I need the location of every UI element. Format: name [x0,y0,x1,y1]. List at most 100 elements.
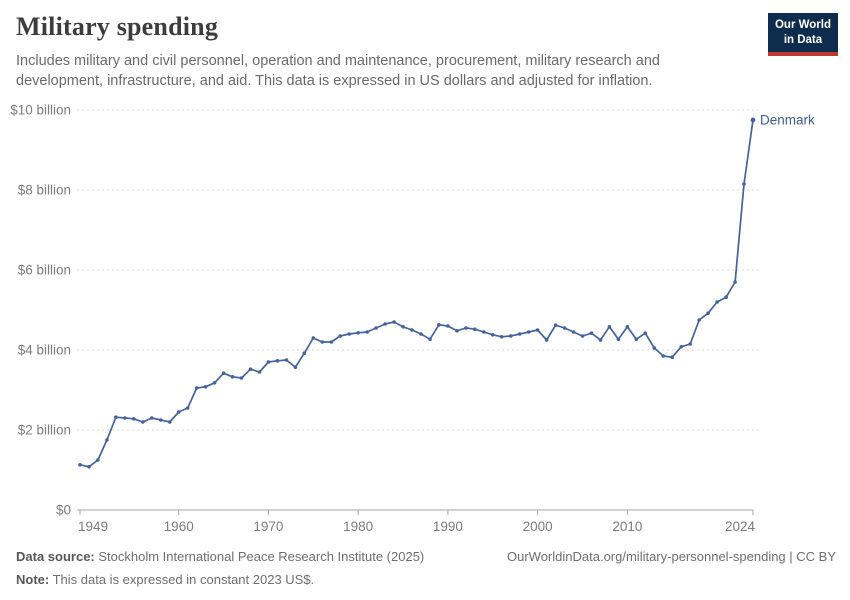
data-point [455,329,459,333]
data-point [508,334,513,338]
data-point [580,334,585,338]
citation-text: OurWorldinData.org/military-personnel-sp… [507,549,836,564]
data-point [123,416,127,420]
data-point [670,355,674,360]
data-point [401,325,405,329]
owid-logo-line1: Our World [774,19,831,31]
data-point [230,375,235,379]
data-point [724,295,728,300]
y-axis-label: $0 [56,503,71,518]
x-axis-label: 1970 [253,519,283,534]
x-axis-label: 1949 [78,519,108,534]
data-point [176,410,181,414]
data-point [419,332,423,336]
data-point [437,323,441,327]
x-axis-label: 2010 [612,519,642,534]
note-text: This data is expressed in constant 2023 … [49,571,315,587]
data-point [482,330,486,334]
data-point [239,376,244,380]
data-point [598,338,603,342]
x-axis-label: 2000 [523,519,553,534]
data-point [634,337,639,342]
owid-logo-line2: in Data [783,33,823,46]
data-point [446,324,450,328]
x-axis-label: 1980 [343,519,373,534]
data-point [383,322,387,326]
chart-footer: Data source: Stockholm International Pea… [16,548,836,588]
data-point [535,328,540,332]
data-point [706,311,710,316]
data-point [159,418,163,422]
x-axis-label: 1960 [164,519,194,534]
data-point [544,338,549,342]
data-point [266,360,271,364]
data-point [194,386,199,390]
y-axis-label: $6 billion [18,263,71,278]
data-point [715,300,719,304]
y-axis-label: $4 billion [18,343,71,358]
data-point [553,323,558,328]
data-point [688,342,692,346]
data-point [248,367,253,372]
page-title: Military spending [16,12,219,41]
data-point [473,327,477,332]
data-point [679,345,683,349]
data-point [410,328,414,332]
data-point [491,333,495,337]
data-point [96,458,100,462]
data-point [132,417,136,421]
data-point [589,331,594,336]
data-point [742,182,746,186]
data-point [392,320,396,324]
data-point [616,337,621,342]
data-point [571,330,576,334]
data-point [464,326,468,330]
data-point [293,365,298,370]
entity-label: Denmark [760,113,815,128]
data-point [185,406,190,410]
data-point [526,330,531,334]
data-line [79,119,754,468]
note-label: Note: [16,571,50,587]
data-point [338,334,343,338]
data-point [302,351,307,356]
data-point [643,331,648,336]
data-point [105,438,109,442]
data-point [697,318,701,322]
data-point [625,325,630,329]
page-subtitle: Includes military and civil personnel, o… [16,53,660,89]
data-point [284,358,289,362]
data-point [499,335,504,339]
data-point [365,330,369,334]
data-point [750,117,756,123]
data-point [275,359,280,363]
x-axis-label: 2024 [725,519,756,534]
data-point [141,420,145,424]
data-point [347,332,352,336]
data-point [428,337,432,342]
data-source-text: Stockholm International Peace Research I… [94,549,425,564]
data-source: Data source: Stockholm International Pea… [16,548,424,566]
data-point [78,463,82,467]
y-axis-label: $8 billion [18,183,71,198]
data-point [320,340,325,344]
data-point [114,415,118,420]
data-point [203,385,208,389]
y-axis-label: $10 billion [10,103,71,118]
data-point [661,354,666,358]
data-point [562,326,567,330]
data-point [374,326,378,330]
data-source-label: Data source: [16,549,95,564]
owid-logo: Our World in Data [767,13,838,56]
data-point [329,340,334,344]
y-axis-label: $2 billion [18,423,71,438]
chart-note: Note: This data is expressed in constant… [16,571,836,589]
data-point [356,331,361,335]
data-point [517,332,522,336]
data-point [257,370,262,374]
x-axis-label: 1990 [433,519,463,534]
data-point [733,280,737,284]
data-point [167,420,172,424]
